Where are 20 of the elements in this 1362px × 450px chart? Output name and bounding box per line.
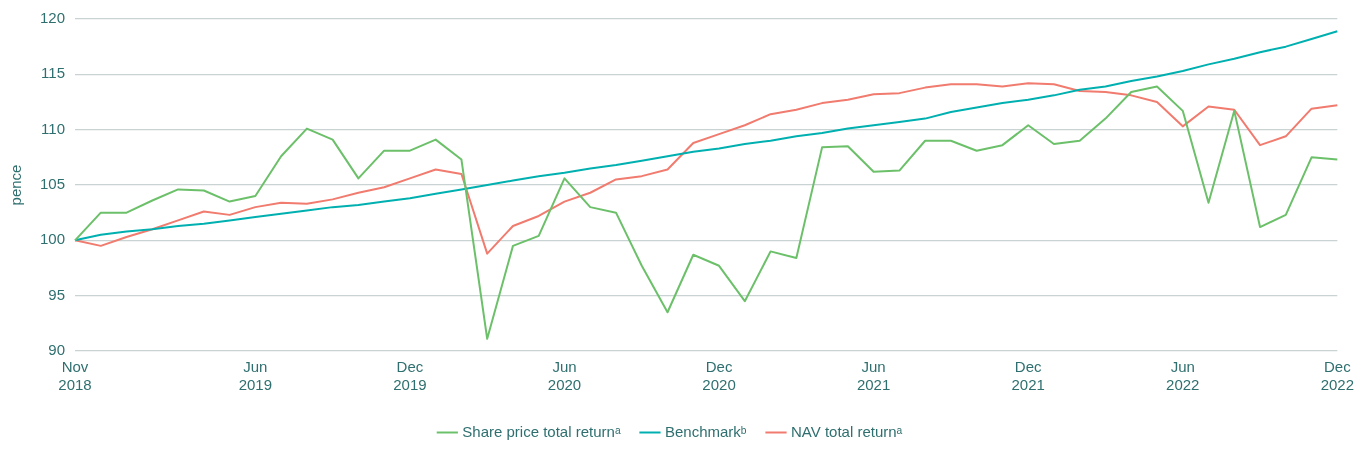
y-tick-label: 95	[48, 285, 66, 303]
y-tick-label: 120	[40, 9, 66, 27]
y-tick-label: 115	[41, 64, 66, 82]
y-tick-label: 100	[40, 230, 66, 248]
y-tick-label: 110	[41, 119, 66, 137]
y-axis-title: pence	[7, 164, 25, 206]
x-tick-label: Dec 2021	[1011, 358, 1045, 394]
legend-label: NAV total returnᵃ	[791, 422, 903, 440]
x-tick-label: Jun 2022	[1166, 358, 1200, 394]
x-tick-label: Dec 2019	[393, 358, 427, 394]
x-tick-label: Dec 2020	[702, 358, 736, 394]
x-tick-label: Nov 2018	[58, 358, 92, 394]
x-tick-label: Jun 2021	[856, 358, 891, 394]
x-tick-label: Dec 2022	[1320, 358, 1354, 394]
legend-label: Share price total returnᵃ	[462, 422, 621, 440]
legend-label: Benchmarkᵇ	[664, 422, 747, 440]
y-tick-label: 105	[40, 175, 66, 193]
x-tick-label: Jun 2020	[547, 358, 582, 394]
y-tick-label: 90	[48, 341, 66, 359]
x-tick-label: Jun 2019	[238, 358, 273, 394]
